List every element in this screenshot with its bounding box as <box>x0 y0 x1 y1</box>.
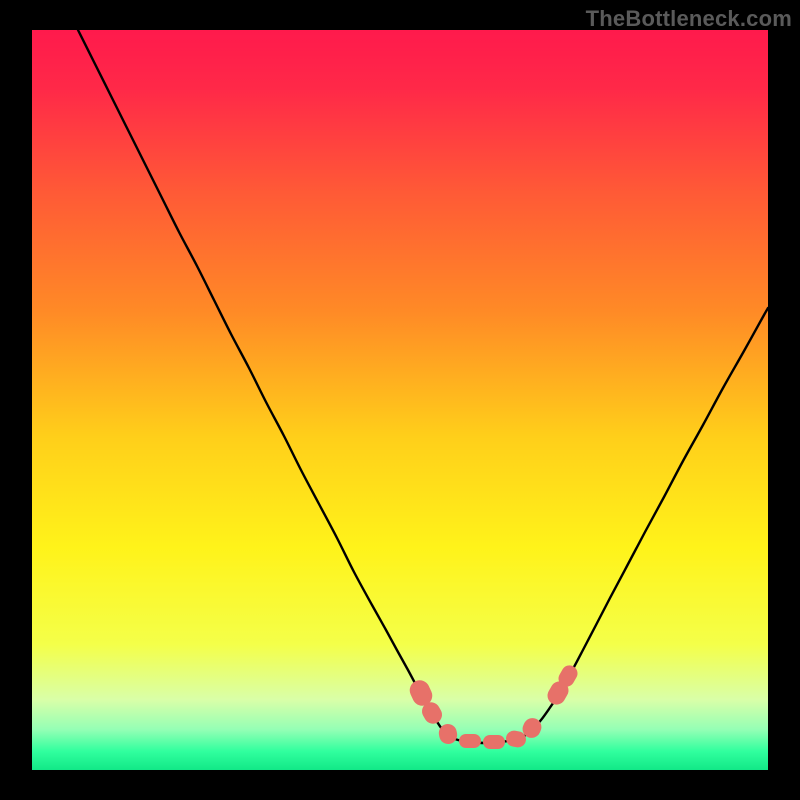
watermark-text: TheBottleneck.com <box>586 6 792 32</box>
plot-area <box>32 30 768 770</box>
frame-right <box>768 0 800 800</box>
marker-blob <box>437 723 458 746</box>
frame-left <box>0 0 32 800</box>
frame-bottom <box>0 770 800 800</box>
marker-layer <box>32 30 768 770</box>
marker-blob <box>483 735 505 749</box>
marker-blob <box>459 734 481 748</box>
